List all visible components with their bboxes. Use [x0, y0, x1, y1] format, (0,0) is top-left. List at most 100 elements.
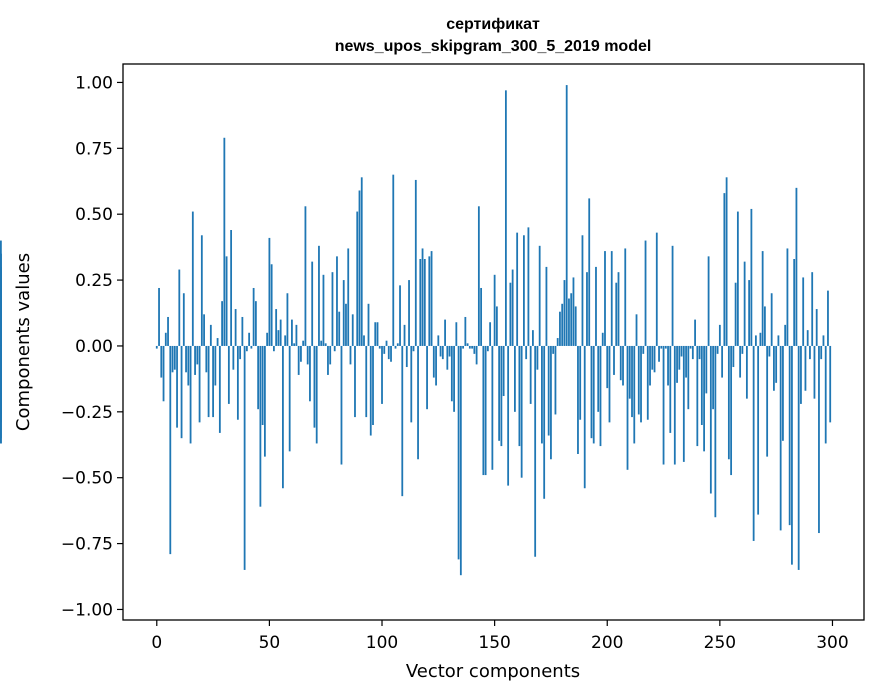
bar	[414, 179, 417, 346]
bar	[703, 345, 705, 452]
bar	[577, 345, 579, 454]
bar	[590, 345, 593, 439]
bar	[754, 335, 757, 346]
x-tick-label: 200	[591, 633, 623, 653]
bar	[182, 293, 185, 346]
y-tick-label: 0.75	[75, 139, 113, 159]
bar	[239, 345, 242, 360]
bar	[637, 345, 640, 415]
bar	[595, 266, 597, 346]
bar	[225, 256, 228, 346]
y-tick-label: 0.00	[75, 337, 113, 357]
bar	[311, 261, 314, 346]
bar	[241, 316, 244, 346]
bar	[536, 345, 539, 370]
bar	[216, 338, 219, 346]
bar	[622, 345, 624, 386]
bar	[527, 227, 530, 346]
bar	[164, 332, 167, 346]
x-tick-label: 0	[151, 633, 162, 653]
bar	[212, 345, 214, 418]
bar	[664, 345, 667, 349]
bar	[300, 345, 302, 362]
bar	[257, 345, 260, 410]
bar	[511, 269, 514, 346]
bar	[802, 277, 805, 346]
bar	[189, 345, 192, 444]
bar	[475, 345, 478, 365]
bar	[441, 345, 444, 360]
bar	[572, 277, 575, 346]
bar	[671, 245, 674, 346]
bar	[806, 330, 809, 346]
bar	[579, 345, 582, 420]
bar	[295, 324, 298, 346]
bar	[631, 345, 633, 418]
bar	[554, 345, 557, 415]
bar	[707, 256, 710, 346]
bar	[509, 282, 512, 346]
bar	[187, 345, 190, 386]
bar	[698, 345, 701, 360]
bar	[685, 345, 687, 378]
bar	[185, 345, 187, 373]
y-tick-label: 0.25	[75, 271, 113, 291]
bar	[820, 345, 823, 360]
bar	[597, 345, 600, 412]
x-tick-label: 250	[704, 633, 736, 653]
bar	[743, 261, 746, 346]
bar	[158, 287, 160, 346]
x-tick-label: 150	[478, 633, 510, 653]
bar	[568, 298, 570, 346]
bar	[482, 345, 485, 476]
bar	[486, 345, 489, 352]
y-tick-label: −0.75	[61, 535, 113, 555]
bar	[331, 272, 334, 346]
bar	[286, 293, 289, 346]
bar	[608, 345, 611, 423]
bar	[376, 322, 379, 346]
bar	[534, 345, 537, 557]
bar	[667, 345, 669, 386]
x-axis-label: Vector components	[406, 661, 580, 682]
bar	[610, 251, 613, 346]
bar	[327, 345, 329, 375]
bar	[275, 309, 278, 346]
bar	[489, 322, 492, 346]
y-axis-label: Components values	[13, 253, 34, 431]
bar	[209, 324, 212, 346]
bar	[236, 345, 239, 420]
bar	[417, 345, 419, 460]
bar	[0, 345, 2, 394]
bar	[254, 301, 257, 346]
bar	[804, 345, 807, 391]
bar	[541, 345, 543, 444]
bar	[644, 240, 647, 346]
bar	[169, 345, 172, 555]
bar	[372, 345, 374, 425]
bar	[613, 345, 615, 375]
bar	[725, 177, 728, 346]
bar	[245, 345, 248, 352]
bar	[676, 345, 678, 383]
bar	[777, 335, 780, 346]
bar	[291, 319, 293, 346]
bar	[439, 345, 442, 357]
bar	[419, 259, 422, 346]
x-tick-label: 100	[366, 633, 398, 653]
bar	[556, 338, 559, 346]
bar	[250, 345, 253, 349]
bar	[426, 345, 428, 410]
bar	[450, 345, 453, 402]
bar	[718, 324, 721, 346]
bar	[606, 345, 609, 389]
bar	[304, 206, 307, 346]
bar	[349, 345, 352, 365]
bar	[468, 345, 471, 349]
bar	[363, 335, 365, 346]
bar	[263, 345, 266, 457]
x-tick-label: 50	[259, 633, 281, 653]
bar	[673, 345, 676, 465]
bar	[809, 345, 811, 360]
